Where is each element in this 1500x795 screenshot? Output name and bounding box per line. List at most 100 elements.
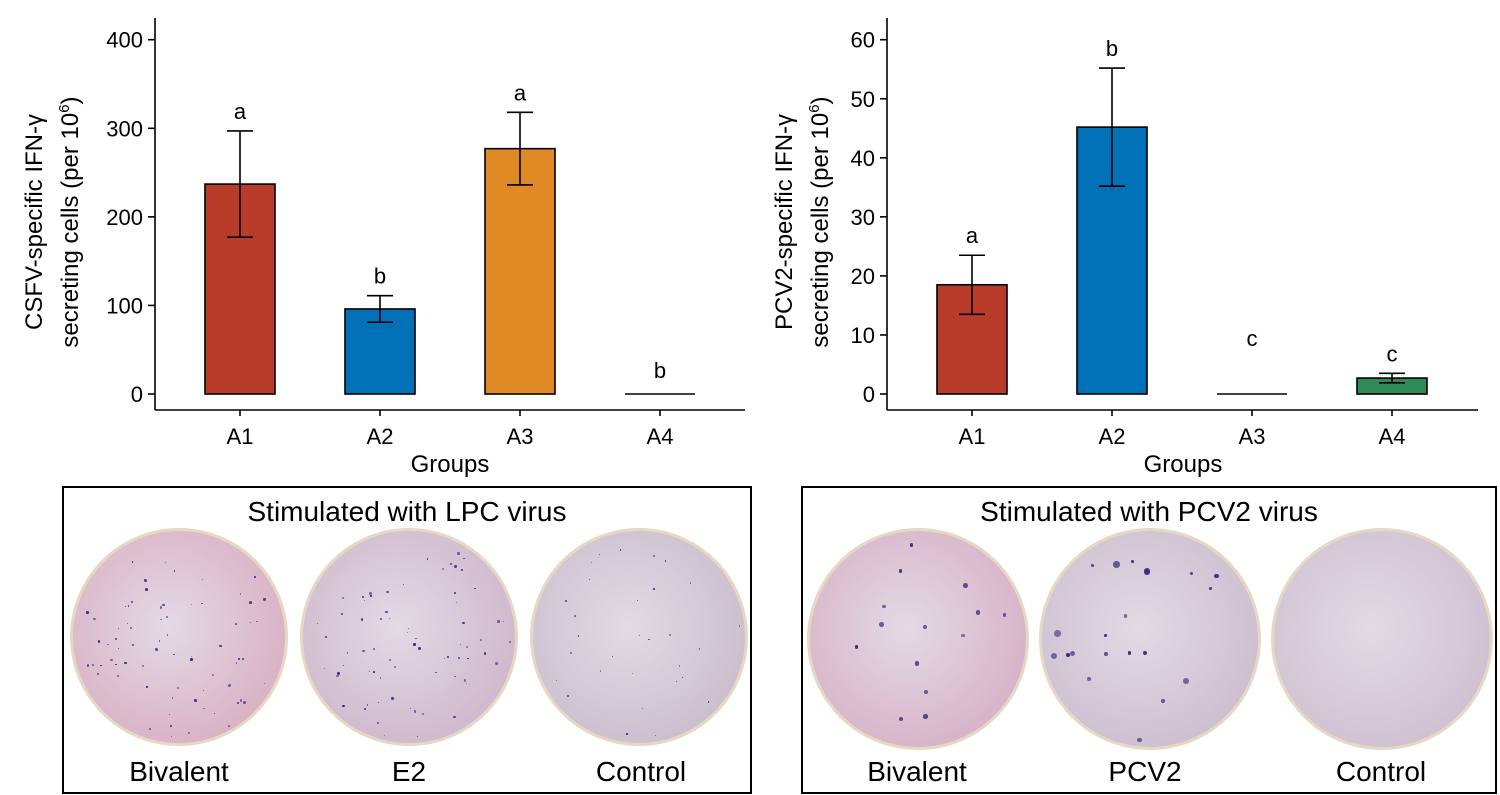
spot <box>567 695 570 697</box>
spot <box>1214 573 1219 579</box>
spot <box>447 656 449 658</box>
spot <box>109 658 113 662</box>
axes <box>886 18 1478 411</box>
spot <box>143 579 147 582</box>
spot <box>379 617 383 620</box>
spot <box>460 643 462 645</box>
spot <box>166 634 169 636</box>
spot <box>664 560 667 562</box>
significance-letter: b <box>374 264 386 289</box>
well-label-pcv2: PCV2 <box>1108 756 1182 787</box>
spot <box>961 633 965 637</box>
spot <box>107 643 109 646</box>
spot <box>495 662 499 666</box>
spot <box>148 727 151 730</box>
y-axis-title: CSFV-specific IFN-γ secreting cells (per… <box>21 96 84 347</box>
spot <box>421 712 424 715</box>
spot <box>346 651 349 654</box>
spot <box>611 655 614 658</box>
spot <box>1113 561 1120 568</box>
spot <box>648 638 650 640</box>
spot <box>256 620 258 623</box>
spot <box>564 599 567 602</box>
spot <box>909 543 913 547</box>
spot <box>441 567 444 570</box>
spot <box>620 549 622 551</box>
elispot-well-e2 <box>300 528 518 746</box>
spot <box>364 707 367 710</box>
spot <box>190 658 194 662</box>
spot <box>367 704 369 706</box>
spot <box>415 637 417 640</box>
spot <box>124 605 127 607</box>
spot <box>508 641 511 644</box>
spot <box>569 652 572 654</box>
spot <box>463 679 467 682</box>
spot <box>124 661 127 664</box>
spot <box>118 628 120 630</box>
spot <box>86 611 89 614</box>
spot <box>1183 678 1190 684</box>
spot <box>202 579 204 581</box>
spot <box>466 657 469 660</box>
spot <box>555 680 557 682</box>
spot <box>1127 651 1132 655</box>
spot <box>168 714 171 716</box>
spot <box>391 696 394 700</box>
well-label-bivalent: Bivalent <box>867 756 967 787</box>
spot <box>681 677 683 679</box>
spot <box>642 708 644 710</box>
spot <box>219 644 222 648</box>
spot <box>963 583 968 588</box>
spot <box>417 735 419 737</box>
spot <box>637 600 639 602</box>
spot <box>1065 653 1071 658</box>
spot <box>1104 652 1109 657</box>
well-label-e2: E2 <box>391 756 427 787</box>
spot <box>155 648 159 652</box>
x-axis-ticks: A1 A2 A3 A4 <box>959 410 1405 449</box>
spot <box>1050 652 1058 660</box>
spot <box>187 731 190 734</box>
spot <box>362 649 365 653</box>
spot <box>323 667 326 670</box>
spot <box>409 707 412 709</box>
spot <box>465 645 468 648</box>
y-axis-title-line2: secreting cells (per 106) <box>56 96 84 347</box>
spot <box>211 674 214 677</box>
spot <box>406 632 408 634</box>
significance-letter: b <box>654 358 666 383</box>
y-tick-label: 0 <box>131 382 143 407</box>
y-tick-label: 400 <box>106 28 143 53</box>
spot <box>460 569 463 572</box>
spot <box>126 622 129 625</box>
spot <box>882 604 887 609</box>
spot <box>228 725 231 728</box>
spot <box>480 639 483 641</box>
spot <box>238 658 240 661</box>
csfv-bar-chart: CSFV-specific IFN-γ secreting cells (per… <box>21 18 745 478</box>
significance-letter: a <box>966 223 979 248</box>
spot <box>738 625 740 627</box>
spot <box>389 659 392 662</box>
spot <box>1002 613 1007 617</box>
y-axis-title-line2: secreting cells (per 106) <box>806 96 834 347</box>
spot <box>336 671 340 675</box>
well-label-control: Control <box>595 756 687 787</box>
spot <box>454 676 456 678</box>
spot <box>473 587 476 590</box>
spot <box>1208 586 1213 591</box>
spot <box>625 733 628 736</box>
spot <box>228 683 232 687</box>
spot <box>239 699 243 702</box>
spot <box>213 712 216 715</box>
spot <box>114 637 118 641</box>
spot <box>975 610 981 616</box>
spot <box>342 597 345 600</box>
y-tick-label: 40 <box>851 146 875 171</box>
axes <box>154 18 745 411</box>
spot <box>497 619 500 623</box>
spot <box>370 595 372 597</box>
spot <box>898 569 902 573</box>
spot <box>590 562 592 564</box>
